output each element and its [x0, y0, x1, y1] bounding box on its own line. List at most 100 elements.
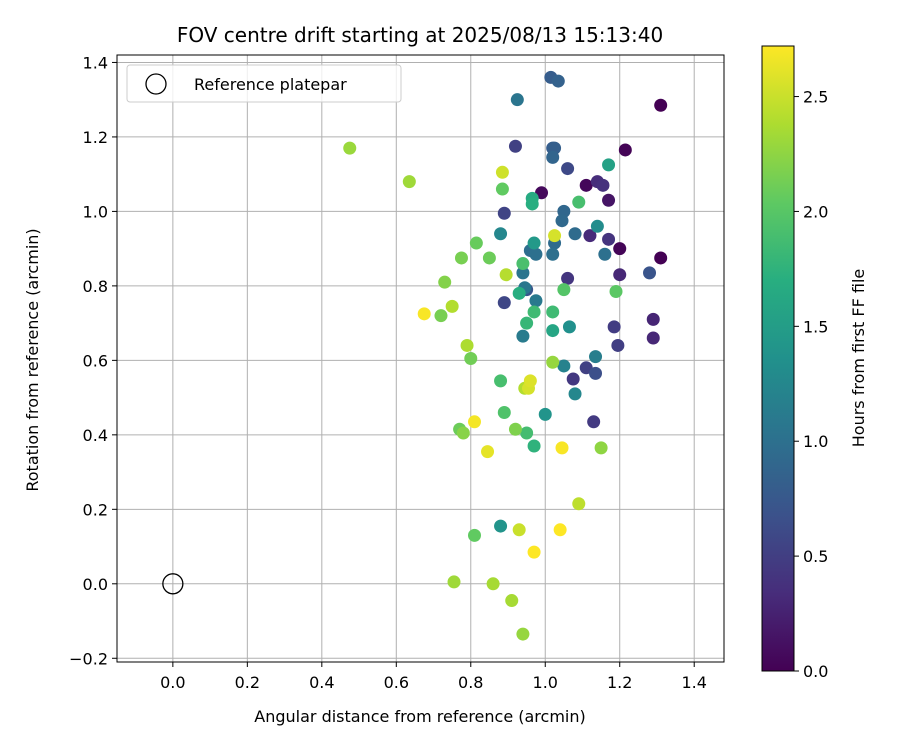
- data-point: [572, 497, 586, 511]
- data-point: [654, 98, 668, 112]
- x-tick-label: 1.4: [681, 673, 706, 692]
- y-axis-ticks: −0.2 0.0 0.2 0.4 0.6 0.8 1.0 1.2 1.4: [69, 53, 117, 668]
- data-point: [596, 178, 610, 192]
- data-point: [494, 519, 508, 533]
- data-point: [568, 227, 582, 241]
- x-axis-label: Angular distance from reference (arcmin): [254, 707, 585, 726]
- data-point: [512, 523, 526, 537]
- data-point: [602, 232, 616, 246]
- data-point: [467, 528, 481, 542]
- data-point: [557, 283, 571, 297]
- data-point: [609, 284, 623, 298]
- data-point: [499, 268, 513, 282]
- data-point: [516, 329, 530, 343]
- data-point: [602, 158, 616, 172]
- colorbar-gradient: [761, 45, 795, 672]
- colorbar-tick-label: 2.5: [803, 88, 828, 107]
- colorbar-tick-label: 1.5: [803, 317, 828, 336]
- y-tick-label: 1.2: [83, 128, 108, 147]
- data-point: [579, 178, 593, 192]
- data-point: [555, 214, 569, 228]
- data-point: [467, 415, 481, 429]
- data-point: [589, 350, 603, 364]
- legend-reference-marker: [145, 73, 167, 95]
- data-points: [343, 70, 668, 641]
- chart-title: FOV centre drift starting at 2025/08/13 …: [177, 23, 663, 47]
- data-point: [456, 426, 470, 440]
- data-point: [598, 247, 612, 261]
- data-point: [557, 359, 571, 373]
- reference-marker: [162, 573, 184, 595]
- data-point: [654, 251, 668, 265]
- data-point: [561, 162, 575, 176]
- data-point: [520, 316, 534, 330]
- plot-area-frame: [116, 54, 725, 663]
- data-point: [417, 307, 431, 321]
- data-point: [572, 195, 586, 209]
- data-point: [566, 372, 580, 386]
- data-point: [646, 331, 660, 345]
- data-point: [646, 312, 660, 326]
- y-tick-label: 1.0: [83, 202, 108, 221]
- legend-label-reference: Reference platepar: [194, 75, 347, 94]
- x-tick-label: 0.0: [160, 673, 185, 692]
- data-point: [529, 294, 543, 308]
- data-point: [494, 374, 508, 388]
- colorbar-tick-label: 0.0: [803, 662, 828, 681]
- data-point: [469, 236, 483, 250]
- data-point: [497, 206, 511, 220]
- data-point: [512, 286, 526, 300]
- x-tick-label: 1.0: [533, 673, 558, 692]
- colorbar-tick-label: 1.0: [803, 432, 828, 451]
- y-tick-label: 0.0: [83, 575, 108, 594]
- colorbar-label: Hours from first FF file: [849, 269, 868, 448]
- data-point: [438, 275, 452, 289]
- data-point: [546, 150, 560, 164]
- data-point: [527, 545, 541, 559]
- data-point: [527, 305, 541, 319]
- data-point: [546, 305, 560, 319]
- data-point: [548, 229, 562, 243]
- reference-point-marker: [162, 573, 184, 595]
- data-point: [527, 236, 541, 250]
- data-point: [546, 355, 560, 369]
- data-point: [508, 139, 522, 153]
- data-point: [583, 229, 597, 243]
- data-point: [434, 309, 448, 323]
- data-point: [618, 143, 632, 157]
- data-point: [568, 387, 582, 401]
- x-tick-label: 0.4: [309, 673, 334, 692]
- data-point: [343, 141, 357, 155]
- y-tick-label: −0.2: [69, 649, 108, 668]
- x-tick-label: 0.6: [384, 673, 409, 692]
- data-point: [525, 197, 539, 211]
- data-point: [561, 271, 575, 285]
- data-point: [494, 227, 508, 241]
- data-point: [527, 439, 541, 453]
- x-tick-label: 0.8: [458, 673, 483, 692]
- y-tick-label: 0.4: [83, 426, 108, 445]
- data-point: [505, 594, 519, 608]
- data-point: [594, 441, 608, 455]
- data-point: [587, 415, 601, 429]
- data-point: [495, 182, 509, 196]
- data-point: [508, 422, 522, 436]
- data-point: [613, 268, 627, 282]
- colorbar-ticks: 0.0 0.5 1.0 1.5 2.0 2.5: [794, 88, 828, 681]
- data-point: [497, 405, 511, 419]
- data-point: [460, 338, 474, 352]
- data-point: [447, 575, 461, 589]
- data-point: [546, 247, 560, 261]
- data-point: [643, 266, 657, 280]
- x-axis-ticks: 0.0 0.2 0.4 0.6 0.8 1.0 1.2 1.4: [160, 662, 707, 692]
- y-axis-label: Rotation from reference (arcmin): [23, 228, 42, 491]
- y-tick-label: 0.2: [83, 500, 108, 519]
- data-point: [555, 441, 569, 455]
- data-point: [602, 193, 616, 207]
- data-point: [495, 165, 509, 179]
- legend: Reference platepar: [126, 64, 402, 103]
- data-point: [529, 247, 543, 261]
- data-point: [516, 257, 530, 271]
- legend-box: [126, 64, 402, 103]
